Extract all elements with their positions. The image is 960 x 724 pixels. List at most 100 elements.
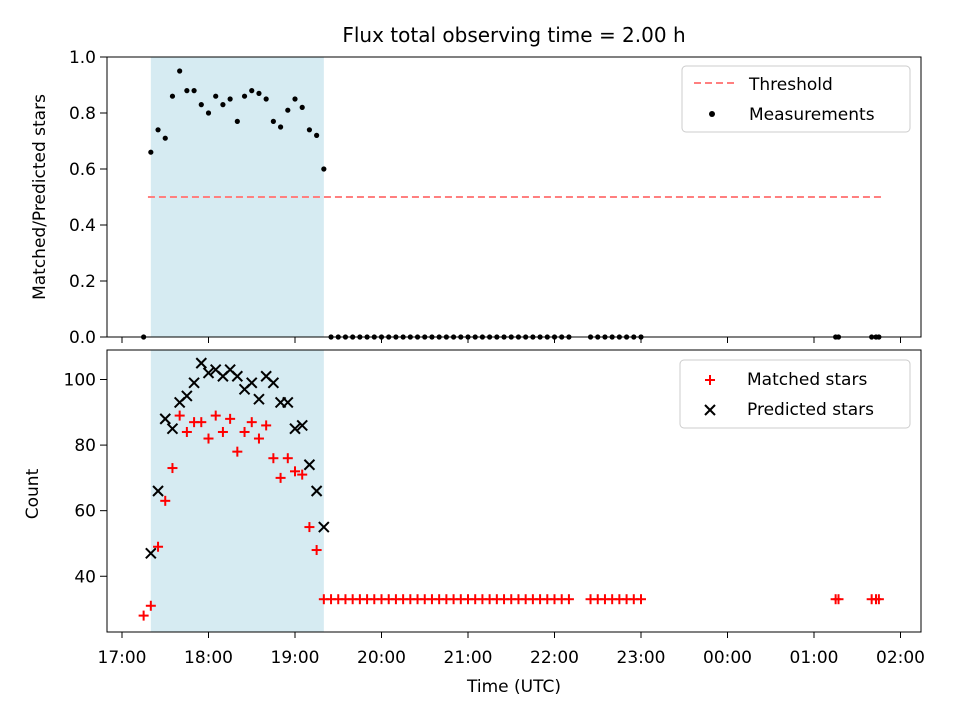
legend-measurements-label: Measurements	[749, 105, 875, 125]
top-legend: Threshold Measurements	[681, 65, 911, 133]
predicted-star-point	[310, 485, 323, 497]
matched-star-point	[290, 466, 300, 477]
top-axes-frame	[106, 56, 922, 338]
measurement-point	[292, 96, 298, 102]
x-tick-label: 00:00	[703, 648, 752, 668]
predicted-star-point	[289, 422, 301, 435]
predicted-star-point	[318, 521, 330, 533]
predicted-star-point	[231, 370, 244, 382]
x-tick-label: 21:00	[444, 648, 493, 668]
measurement-point	[191, 88, 197, 94]
bottom-legend: Matched stars Predicted stars	[679, 359, 911, 429]
measurement-point	[148, 149, 154, 155]
measurement-point	[162, 135, 168, 141]
predicted-star-point-b	[282, 396, 294, 409]
bottom-y-ticks: 40 60 80 100	[64, 371, 107, 587]
matched-star-point	[311, 545, 322, 556]
measurement-point	[198, 102, 204, 108]
matched-star-point	[275, 472, 286, 483]
measurement-point	[213, 93, 219, 99]
bottom-panel: 40 60 80 100 17:00 18:00 19:00 20:00 21:00 22:00…	[23, 349, 925, 697]
predicted-star-point	[152, 485, 164, 497]
legend-predicted-marker	[704, 404, 716, 416]
matched-star-point	[297, 469, 308, 480]
measurement-point	[155, 127, 161, 133]
predicted-star-point	[246, 377, 258, 389]
predicted-star-point	[282, 396, 294, 409]
measurement-point	[256, 90, 262, 96]
measurement-point	[299, 104, 305, 110]
matched-star-point	[167, 463, 178, 474]
predicted-star-point-b	[318, 521, 330, 533]
legend-threshold-label: Threshold	[748, 75, 833, 95]
legend-predicted-marker-b	[704, 404, 716, 416]
legend-matched-label: Matched stars	[747, 370, 867, 390]
measurement-point	[314, 132, 320, 138]
measurement-point	[227, 96, 233, 102]
measurement-point	[249, 88, 255, 94]
measurement-point	[184, 88, 190, 94]
predicted-star-point-b	[246, 377, 258, 389]
measurement-point	[306, 127, 313, 133]
matched-star-point	[153, 541, 164, 552]
top-y-axis-label: Matched/Predicted stars	[30, 94, 50, 300]
predicted-star-point-b	[260, 370, 272, 382]
matched-star-point	[253, 433, 264, 444]
matched-star-point	[282, 453, 293, 464]
bottom-y-tick-label: 80	[74, 436, 96, 456]
predicted-star-point-b	[303, 459, 316, 471]
legend-predicted-label: Predicted stars	[747, 400, 874, 420]
predicted-star-point-b	[202, 367, 215, 379]
matched-star-point	[833, 594, 844, 605]
top-y-tick-label: 0.4	[69, 216, 96, 236]
matched-star-point	[145, 600, 156, 611]
top-panel: 0.0 0.2 0.4 0.6 0.8 1.0 Flux total observing …	[30, 23, 922, 348]
x-tick-label: 22:00	[530, 648, 579, 668]
measurement-point	[321, 166, 327, 172]
matched-star-point	[268, 453, 279, 464]
x-tick-label: 02:00	[876, 648, 925, 668]
predicted-star-point	[202, 367, 215, 379]
x-tick-label: 19:00	[271, 648, 320, 668]
top-y-ticks: 0.0 0.2 0.4 0.6 0.8 1.0	[69, 48, 107, 348]
predicted-star-point-b	[267, 377, 280, 389]
predicted-star-point-b	[152, 485, 164, 497]
predicted-star-point-b	[224, 363, 236, 376]
predicted-star-point-b	[145, 547, 157, 560]
matched-star-point	[203, 433, 214, 444]
matched-star-point	[304, 522, 315, 533]
matched-star-point	[225, 413, 236, 424]
predicted-star-point-b	[253, 393, 265, 405]
matched-star-point	[138, 610, 149, 621]
measurement-point	[177, 68, 183, 74]
measurement-point	[241, 93, 248, 99]
predicted-star-point	[188, 377, 200, 389]
matched-star-point	[261, 420, 272, 431]
matched-star-point	[196, 417, 207, 428]
predicted-star-point	[145, 547, 157, 560]
predicted-star-point	[195, 357, 207, 369]
bottom-x-ticks: 17:00 18:00 19:00 20:00 21:00 22:00 23:00 00:00…	[98, 632, 925, 668]
predicted-star-point-b	[181, 390, 193, 402]
top-y-tick-label: 1.0	[69, 48, 96, 68]
matched-star-point	[160, 495, 171, 506]
predicted-star-point-b	[310, 485, 323, 497]
predicted-star-point-b	[188, 377, 200, 389]
measurement-point	[285, 107, 291, 113]
bottom-y-tick-label: 40	[74, 567, 96, 587]
matched-star-point	[174, 410, 185, 421]
measurement-point	[263, 96, 269, 102]
measurement-point	[205, 110, 212, 116]
matched-star-point	[239, 426, 250, 437]
chart-title: Flux total observing time = 2.00 h	[342, 23, 685, 47]
predicted-star-point	[303, 459, 316, 471]
measurement-point	[277, 124, 284, 130]
x-axis-label: Time (UTC)	[466, 677, 561, 697]
matched-star-point	[873, 594, 884, 605]
top-y-tick-label: 0.0	[69, 328, 96, 348]
top-y-tick-label: 0.6	[69, 160, 96, 180]
matched-star-point	[563, 594, 574, 605]
predicted-star-point-b	[231, 370, 244, 382]
legend-matched-marker	[705, 375, 715, 385]
predicted-star-point-b	[166, 422, 179, 435]
